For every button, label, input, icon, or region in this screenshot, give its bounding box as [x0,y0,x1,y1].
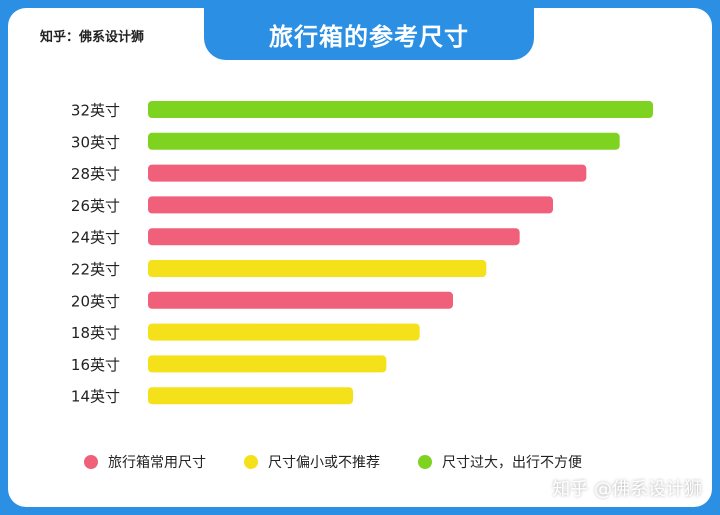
category-label-28: 28英寸 [71,165,120,183]
category-label-30: 30英寸 [71,133,120,151]
bar-26 [148,196,553,214]
category-label-22: 22英寸 [71,261,120,279]
legend-label-small: 尺寸偏小或不推荐 [268,455,380,471]
category-label-26: 26英寸 [71,197,120,215]
bar-30 [148,132,620,150]
bar-16 [148,355,387,373]
category-label-14: 14英寸 [71,388,120,406]
legend: 旅行箱常用尺寸 尺寸偏小或不推荐 尺寸过大，出行不方便 [84,452,620,472]
title-tab: 旅行箱的参考尺寸 [204,8,534,60]
legend-item-large: 尺寸过大，出行不方便 [418,452,582,472]
chart-card: 旅行箱的参考尺寸 知乎：佛系设计狮 [8,8,712,507]
category-label-16: 16英寸 [71,356,120,374]
bar-14 [148,387,353,405]
bar-28 [148,164,587,182]
bar-32 [148,101,653,118]
legend-label-large: 尺寸过大，出行不方便 [442,455,582,471]
brand-label: 知乎：佛系设计狮 [40,30,145,45]
legend-item-small: 尺寸偏小或不推荐 [244,452,380,472]
legend-item-common: 旅行箱常用尺寸 [84,452,206,472]
bar-18 [148,323,420,341]
watermark: 知乎 @佛系设计狮 [552,479,702,500]
bar-24 [148,228,520,246]
category-label-18: 18英寸 [71,324,120,342]
bar-22 [148,260,487,277]
category-label-32: 32英寸 [71,102,120,120]
legend-dot-small [244,455,258,469]
bar-20 [148,291,453,309]
legend-label-common: 旅行箱常用尺寸 [108,455,206,471]
category-label-24: 24英寸 [71,229,120,247]
legend-dot-common [84,455,98,469]
category-label-20: 20英寸 [71,292,120,310]
page-title: 旅行箱的参考尺寸 [269,22,469,51]
legend-dot-large [418,455,432,469]
